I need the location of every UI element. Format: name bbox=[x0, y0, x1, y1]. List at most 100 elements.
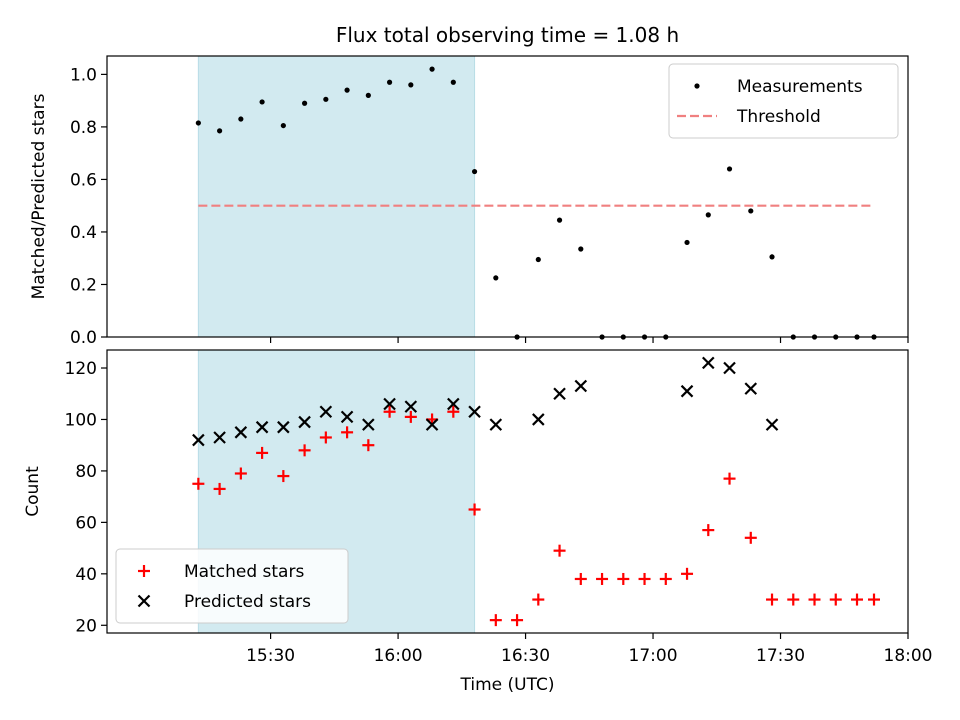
matched-stars-point bbox=[681, 567, 694, 580]
measurements-point bbox=[195, 120, 201, 126]
predicted-stars-point bbox=[234, 426, 248, 439]
y-tick-label: 0.0 bbox=[70, 328, 97, 348]
predicted-stars-point bbox=[468, 405, 481, 419]
count-panel-ylabel: Count bbox=[23, 466, 43, 517]
x-tick-label: 16:00 bbox=[374, 646, 423, 666]
predicted-stars-point bbox=[574, 379, 588, 393]
measurements-point bbox=[726, 166, 733, 172]
matched-stars-point bbox=[829, 593, 842, 606]
y-tick-label: 20 bbox=[75, 616, 97, 636]
measurements-point bbox=[280, 122, 286, 129]
y-tick-label: 0.6 bbox=[70, 170, 97, 190]
predicted-stars-point bbox=[340, 410, 354, 424]
measurements-point bbox=[344, 87, 350, 93]
predicted-stars-point bbox=[255, 420, 269, 434]
x-tick-label: 17:30 bbox=[756, 646, 805, 666]
matched-stars-point bbox=[596, 572, 609, 585]
ratio-panel-highlight bbox=[197, 55, 476, 338]
matched-stars-point bbox=[532, 593, 545, 606]
measurements-point bbox=[471, 168, 478, 175]
measurements-point bbox=[450, 79, 456, 85]
ratio-panel-y-ticks: 0.0 0.2 0.4 0.6 0.8 1.0 bbox=[70, 65, 107, 348]
predicted-stars-point bbox=[680, 384, 694, 398]
y-tick-label: 1.0 bbox=[70, 65, 97, 85]
matched-stars-point bbox=[447, 405, 460, 418]
measurements-point bbox=[408, 82, 414, 88]
y-tick-label: 40 bbox=[75, 565, 97, 585]
measurements-point bbox=[238, 116, 244, 122]
matched-stars-point bbox=[553, 544, 566, 557]
legend-box bbox=[668, 63, 899, 139]
measurements-point bbox=[259, 99, 265, 105]
legend-entry: Measurements bbox=[737, 77, 863, 97]
measurements-point bbox=[365, 92, 371, 98]
ratio-panel-x-ticks bbox=[269, 337, 909, 343]
measurements-point bbox=[493, 275, 499, 281]
matched-stars-point bbox=[511, 614, 524, 627]
legend-entry: Threshold bbox=[736, 107, 821, 127]
predicted-stars-point bbox=[425, 418, 439, 431]
predicted-stars-point bbox=[298, 415, 311, 429]
matched-stars-point bbox=[868, 593, 881, 606]
measurements-point bbox=[301, 100, 308, 106]
count-panel-xlabel: Time (UTC) bbox=[460, 675, 555, 695]
legend-swatch bbox=[694, 83, 700, 89]
matched-stars-point bbox=[766, 593, 779, 606]
count-panel: 20 40 60 80 100 120 15:30 16:00 16:30 17:00 17:30… bbox=[23, 349, 933, 695]
ratio-panel-ylabel: Matched/Predicted stars bbox=[29, 93, 49, 299]
legend-entry: Predicted stars bbox=[184, 592, 311, 612]
matched-stars-point bbox=[851, 593, 864, 606]
predicted-stars-point bbox=[702, 356, 715, 370]
y-tick-label: 80 bbox=[75, 462, 97, 482]
y-tick-label: 60 bbox=[75, 513, 97, 533]
x-tick-label: 17:00 bbox=[629, 646, 678, 666]
predicted-stars-point bbox=[532, 413, 545, 426]
matched-stars-point bbox=[617, 572, 630, 585]
count-panel-frame bbox=[106, 349, 909, 634]
measurements-point bbox=[578, 246, 584, 252]
matched-stars-point bbox=[489, 614, 502, 627]
count-panel-y-ticks: 20 40 60 80 100 120 bbox=[65, 359, 107, 636]
measurements-point bbox=[769, 254, 775, 260]
x-tick-label: 15:30 bbox=[246, 646, 295, 666]
legend-swatch bbox=[138, 565, 150, 577]
matched-stars-point bbox=[638, 572, 651, 585]
measurements-point bbox=[429, 66, 435, 72]
predicted-stars-point bbox=[213, 431, 226, 444]
predicted-stars-point bbox=[723, 361, 736, 375]
predicted-stars-point bbox=[319, 405, 333, 419]
matched-stars-point bbox=[213, 482, 226, 495]
ratio-panel-frame bbox=[106, 55, 909, 338]
matched-stars-point bbox=[256, 446, 269, 459]
y-tick-label: 120 bbox=[65, 359, 97, 379]
predicted-stars-point bbox=[362, 418, 375, 431]
predicted-stars-point bbox=[404, 400, 418, 413]
measurements-point bbox=[323, 96, 329, 102]
matched-stars-point bbox=[702, 524, 715, 537]
y-tick-label: 100 bbox=[65, 410, 97, 430]
matched-stars-point bbox=[383, 405, 396, 418]
measurements-point bbox=[556, 217, 563, 223]
y-tick-label: 0.8 bbox=[70, 118, 97, 138]
matched-stars-point bbox=[298, 444, 311, 457]
predicted-stars-point bbox=[192, 433, 205, 447]
ratio-panel-marks bbox=[195, 66, 877, 340]
matched-stars-point bbox=[341, 426, 354, 439]
predicted-stars-point bbox=[744, 382, 758, 395]
matched-stars-point bbox=[404, 410, 417, 423]
ratio-panel-legend: Measurements Threshold bbox=[668, 63, 899, 139]
ratio-panel: 0.0 0.2 0.4 0.6 0.8 1.0 Flux total observing … bbox=[29, 23, 909, 348]
matched-stars-point bbox=[808, 593, 821, 606]
count-panel-legend: Matched stars Predicted stars bbox=[115, 548, 349, 624]
measurements-point bbox=[705, 212, 711, 218]
matched-stars-point bbox=[723, 472, 736, 485]
chart-title: Flux total observing time = 1.08 h bbox=[336, 23, 679, 47]
y-tick-label: 0.4 bbox=[70, 223, 97, 243]
matched-stars-point bbox=[192, 477, 205, 490]
measurements-point bbox=[386, 79, 393, 85]
matched-stars-point bbox=[234, 467, 247, 480]
x-tick-label: 18:00 bbox=[884, 646, 933, 666]
predicted-stars-point bbox=[553, 387, 566, 401]
matched-stars-point bbox=[744, 531, 757, 544]
measurements-point bbox=[684, 239, 690, 246]
